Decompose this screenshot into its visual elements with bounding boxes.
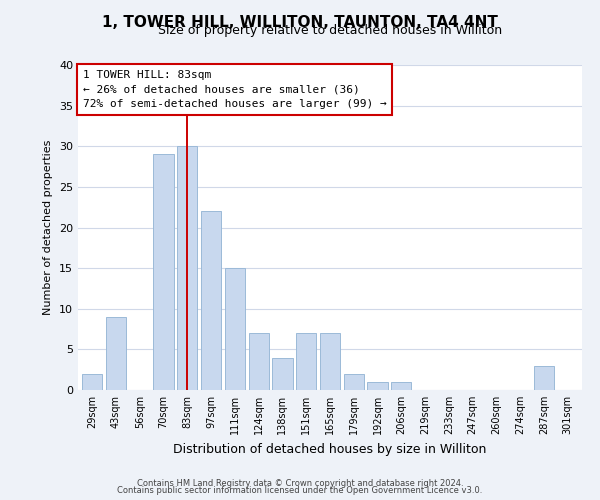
Bar bbox=[201, 211, 221, 390]
Y-axis label: Number of detached properties: Number of detached properties bbox=[43, 140, 53, 315]
Bar bbox=[272, 358, 293, 390]
Text: Contains public sector information licensed under the Open Government Licence v3: Contains public sector information licen… bbox=[118, 486, 482, 495]
Text: Contains HM Land Registry data © Crown copyright and database right 2024.: Contains HM Land Registry data © Crown c… bbox=[137, 478, 463, 488]
Bar bbox=[367, 382, 388, 390]
Bar bbox=[534, 366, 554, 390]
Text: 1 TOWER HILL: 83sqm
← 26% of detached houses are smaller (36)
72% of semi-detach: 1 TOWER HILL: 83sqm ← 26% of detached ho… bbox=[83, 70, 387, 110]
Bar bbox=[82, 374, 103, 390]
Bar bbox=[248, 333, 269, 390]
Bar bbox=[106, 317, 126, 390]
Bar bbox=[177, 146, 197, 390]
Bar bbox=[225, 268, 245, 390]
Bar bbox=[320, 333, 340, 390]
Bar bbox=[344, 374, 364, 390]
X-axis label: Distribution of detached houses by size in Williton: Distribution of detached houses by size … bbox=[173, 442, 487, 456]
Title: Size of property relative to detached houses in Williton: Size of property relative to detached ho… bbox=[158, 24, 502, 38]
Text: 1, TOWER HILL, WILLITON, TAUNTON, TA4 4NT: 1, TOWER HILL, WILLITON, TAUNTON, TA4 4N… bbox=[102, 15, 498, 30]
Bar bbox=[154, 154, 173, 390]
Bar bbox=[391, 382, 412, 390]
Bar bbox=[296, 333, 316, 390]
